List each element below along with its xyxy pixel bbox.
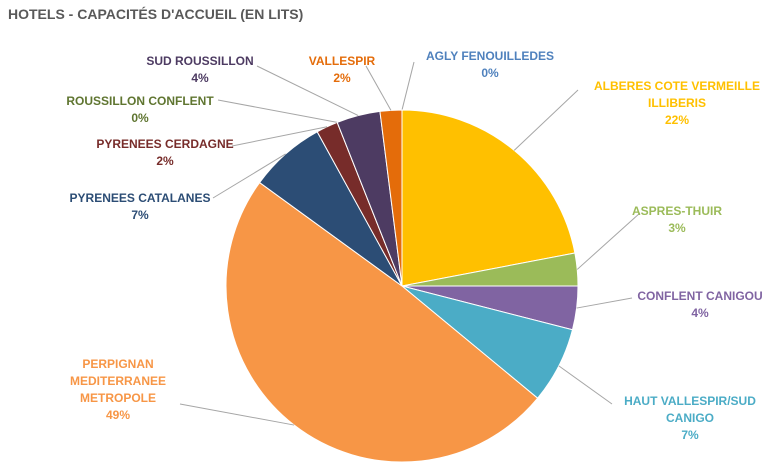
value-label: 2% bbox=[156, 154, 174, 168]
leader-line bbox=[576, 297, 633, 309]
chart-title: HOTELS - CAPACITÉS D'ACCUEIL (EN LITS) bbox=[8, 6, 304, 22]
leader-line bbox=[558, 365, 613, 405]
category-label: HAUT VALLESPIR/SUD CANIGO bbox=[624, 394, 756, 425]
value-label: 0% bbox=[131, 111, 149, 125]
slice-label: PERPIGNAN MEDITERRANEE METROPOLE 49% bbox=[63, 356, 173, 424]
value-label: 7% bbox=[681, 428, 699, 442]
slice-label: VALLESPIR 2% bbox=[292, 53, 392, 87]
slice-label: AGLY FENOUILLEDES 0% bbox=[410, 48, 570, 82]
pie-slice bbox=[225, 181, 539, 463]
leader-line bbox=[256, 65, 359, 116]
value-label: 4% bbox=[691, 306, 709, 320]
value-label: 49% bbox=[105, 408, 131, 422]
leader-line bbox=[365, 65, 392, 111]
slice-label: PYRENEES CATALANES 7% bbox=[60, 190, 220, 224]
value-label: 2% bbox=[333, 71, 351, 85]
slice-label: HAUT VALLESPIR/SUD CANIGO 7% bbox=[615, 393, 765, 444]
value-label: 22% bbox=[664, 113, 690, 127]
leader-line bbox=[231, 126, 328, 147]
category-label: PYRENEES CATALANES bbox=[69, 191, 211, 205]
leader-line bbox=[513, 89, 579, 151]
leader-line bbox=[212, 153, 286, 199]
category-label: ASPRES-THUIR bbox=[631, 204, 722, 218]
slice-label: ROUSSILLON CONFLENT 0% bbox=[60, 93, 220, 127]
slice-label: SUD ROUSSILLON 4% bbox=[140, 53, 260, 87]
value-label: 7% bbox=[131, 208, 149, 222]
category-label: ROUSSILLON CONFLENT bbox=[66, 94, 214, 108]
leader-line bbox=[576, 212, 641, 270]
pie-slice bbox=[401, 109, 576, 287]
category-label: SUD ROUSSILLON bbox=[146, 54, 254, 68]
slice-label: ASPRES-THUIR 3% bbox=[617, 203, 737, 237]
value-label: 3% bbox=[668, 221, 686, 235]
value-label: 0% bbox=[481, 66, 499, 80]
leader-line bbox=[179, 403, 295, 426]
category-label: ALBERES COTE VERMEILLE ILLIBERIS bbox=[593, 79, 760, 110]
slice-label: ALBERES COTE VERMEILLE ILLIBERIS 22% bbox=[582, 78, 770, 129]
category-label: VALLESPIR bbox=[308, 54, 376, 68]
category-label: AGLY FENOUILLEDES bbox=[425, 49, 555, 63]
leader-line bbox=[217, 99, 338, 123]
value-label: 4% bbox=[191, 71, 209, 85]
category-label: PYRENEES CERDAGNE bbox=[96, 137, 234, 151]
category-label: PERPIGNAN MEDITERRANEE METROPOLE bbox=[69, 357, 166, 405]
leader-line bbox=[401, 61, 415, 111]
slice-label: CONFLENT CANIGOU 4% bbox=[625, 288, 770, 322]
slice-label: PYRENEES CERDAGNE 2% bbox=[85, 136, 245, 170]
category-label: CONFLENT CANIGOU bbox=[637, 289, 763, 303]
